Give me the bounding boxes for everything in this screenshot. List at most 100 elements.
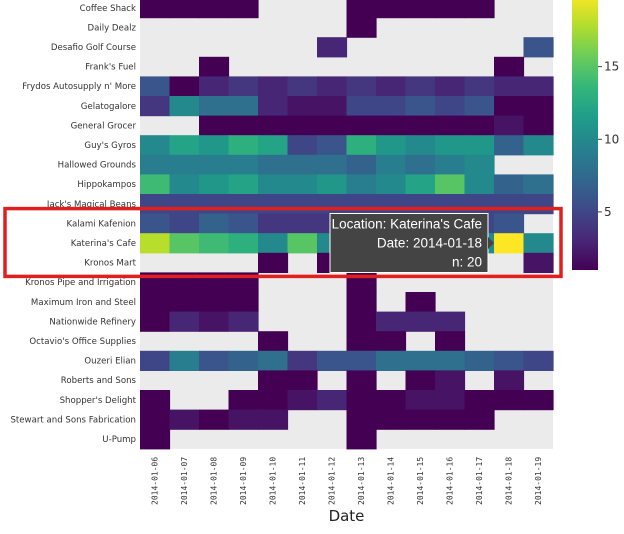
heatmap-cell[interactable] bbox=[258, 252, 289, 273]
heatmap-cell[interactable] bbox=[199, 174, 230, 195]
heatmap-cell[interactable] bbox=[169, 350, 200, 371]
heatmap-cell[interactable] bbox=[405, 135, 436, 156]
heatmap-cell[interactable] bbox=[346, 135, 377, 156]
heatmap-cell[interactable] bbox=[494, 233, 525, 254]
heatmap-cell[interactable] bbox=[228, 390, 259, 411]
heatmap-cell[interactable] bbox=[435, 76, 466, 97]
heatmap-cell[interactable] bbox=[435, 96, 466, 117]
heatmap-cell[interactable] bbox=[464, 409, 495, 430]
heatmap-cell[interactable] bbox=[199, 115, 230, 136]
heatmap-cell[interactable] bbox=[258, 233, 289, 254]
heatmap-cell[interactable] bbox=[140, 194, 171, 215]
heatmap-cell[interactable] bbox=[405, 390, 436, 411]
heatmap-cell[interactable] bbox=[169, 0, 200, 19]
heatmap-cell[interactable] bbox=[494, 135, 525, 156]
heatmap-cell[interactable] bbox=[376, 76, 407, 97]
heatmap-cell[interactable] bbox=[346, 409, 377, 430]
heatmap-cell[interactable] bbox=[376, 115, 407, 136]
heatmap-cell[interactable] bbox=[376, 331, 407, 352]
heatmap-cell[interactable] bbox=[435, 154, 466, 175]
heatmap-cell[interactable] bbox=[523, 96, 554, 117]
heatmap-cell[interactable] bbox=[140, 390, 171, 411]
heatmap-cell[interactable] bbox=[464, 194, 495, 215]
heatmap-cell[interactable] bbox=[405, 350, 436, 371]
heatmap-cell[interactable] bbox=[435, 115, 466, 136]
heatmap-cell[interactable] bbox=[317, 194, 348, 215]
heatmap-cell[interactable] bbox=[258, 154, 289, 175]
heatmap-cell[interactable] bbox=[346, 115, 377, 136]
heatmap-cell[interactable] bbox=[228, 311, 259, 332]
heatmap-cell[interactable] bbox=[228, 409, 259, 430]
heatmap-cell[interactable] bbox=[346, 390, 377, 411]
heatmap-cell[interactable] bbox=[140, 429, 171, 450]
heatmap-cell[interactable] bbox=[464, 115, 495, 136]
heatmap-cell[interactable] bbox=[317, 350, 348, 371]
heatmap-cell[interactable] bbox=[228, 76, 259, 97]
heatmap-cell[interactable] bbox=[435, 331, 466, 352]
heatmap-cell[interactable] bbox=[258, 174, 289, 195]
heatmap-cell[interactable] bbox=[435, 311, 466, 332]
heatmap-cell[interactable] bbox=[258, 194, 289, 215]
heatmap-cell[interactable] bbox=[376, 311, 407, 332]
heatmap-cell[interactable] bbox=[228, 292, 259, 313]
heatmap-cell[interactable] bbox=[169, 96, 200, 117]
heatmap-cell[interactable] bbox=[228, 154, 259, 175]
heatmap-cell[interactable] bbox=[199, 311, 230, 332]
heatmap-cell[interactable] bbox=[317, 37, 348, 58]
heatmap-cell[interactable] bbox=[169, 213, 200, 234]
heatmap-cell[interactable] bbox=[346, 429, 377, 450]
heatmap-cell[interactable] bbox=[140, 0, 171, 19]
heatmap-cell[interactable] bbox=[464, 96, 495, 117]
heatmap-cell[interactable] bbox=[169, 409, 200, 430]
heatmap-cell[interactable] bbox=[346, 174, 377, 195]
heatmap-cell[interactable] bbox=[435, 390, 466, 411]
heatmap-cell[interactable] bbox=[199, 56, 230, 77]
heatmap-cell[interactable] bbox=[287, 174, 318, 195]
heatmap-cell[interactable] bbox=[258, 390, 289, 411]
heatmap-cell[interactable] bbox=[140, 350, 171, 371]
heatmap-cell[interactable] bbox=[523, 233, 554, 254]
heatmap-cell[interactable] bbox=[258, 409, 289, 430]
heatmap-cell[interactable] bbox=[494, 56, 525, 77]
heatmap-cell[interactable] bbox=[435, 409, 466, 430]
heatmap-cell[interactable] bbox=[228, 233, 259, 254]
heatmap-cell[interactable] bbox=[258, 370, 289, 391]
heatmap-cell[interactable] bbox=[376, 350, 407, 371]
heatmap-cell[interactable] bbox=[435, 370, 466, 391]
heatmap-cell[interactable] bbox=[376, 135, 407, 156]
heatmap-cell[interactable] bbox=[464, 0, 495, 19]
heatmap-cell[interactable] bbox=[140, 154, 171, 175]
heatmap-cell[interactable] bbox=[376, 154, 407, 175]
heatmap-cell[interactable] bbox=[346, 331, 377, 352]
heatmap-cell[interactable] bbox=[346, 194, 377, 215]
heatmap-cell[interactable] bbox=[287, 233, 318, 254]
heatmap-cell[interactable] bbox=[435, 194, 466, 215]
heatmap-cell[interactable] bbox=[169, 292, 200, 313]
heatmap-cell[interactable] bbox=[435, 350, 466, 371]
heatmap-cell[interactable] bbox=[523, 135, 554, 156]
heatmap-cell[interactable] bbox=[435, 174, 466, 195]
heatmap-cell[interactable] bbox=[405, 174, 436, 195]
heatmap-cell[interactable] bbox=[494, 115, 525, 136]
heatmap-cell[interactable] bbox=[169, 76, 200, 97]
heatmap-cell[interactable] bbox=[464, 135, 495, 156]
heatmap-cell[interactable] bbox=[140, 292, 171, 313]
heatmap-cell[interactable] bbox=[523, 115, 554, 136]
heatmap-cell[interactable] bbox=[405, 115, 436, 136]
heatmap-cell[interactable] bbox=[228, 350, 259, 371]
heatmap-cell[interactable] bbox=[140, 174, 171, 195]
heatmap-cell[interactable] bbox=[376, 174, 407, 195]
heatmap-cell[interactable] bbox=[140, 233, 171, 254]
heatmap-cell[interactable] bbox=[228, 135, 259, 156]
heatmap-cell[interactable] bbox=[287, 213, 318, 234]
heatmap-cell[interactable] bbox=[199, 213, 230, 234]
heatmap-cell[interactable] bbox=[464, 154, 495, 175]
heatmap-cell[interactable] bbox=[287, 194, 318, 215]
heatmap-cell[interactable] bbox=[494, 390, 525, 411]
heatmap-cell[interactable] bbox=[140, 409, 171, 430]
heatmap-cell[interactable] bbox=[287, 115, 318, 136]
heatmap-cell[interactable] bbox=[228, 213, 259, 234]
heatmap-cell[interactable] bbox=[258, 135, 289, 156]
heatmap-cell[interactable] bbox=[405, 311, 436, 332]
heatmap-cell[interactable] bbox=[199, 292, 230, 313]
